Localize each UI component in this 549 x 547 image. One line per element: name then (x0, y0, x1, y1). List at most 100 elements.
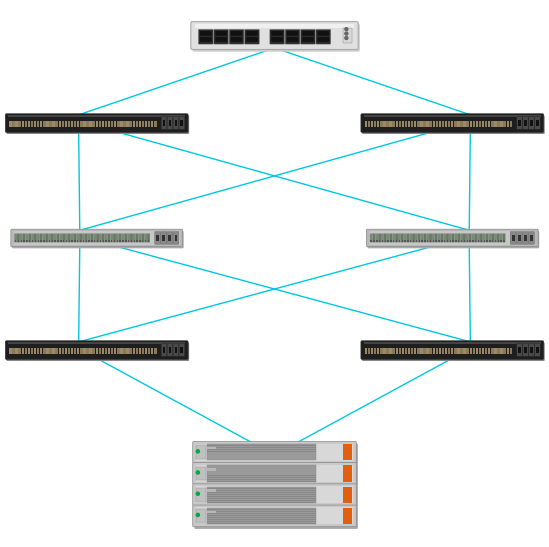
Bar (61, 121, 64, 127)
Bar (518, 347, 521, 353)
Bar (423, 348, 425, 354)
Bar (469, 121, 472, 127)
Bar (71, 121, 73, 127)
FancyBboxPatch shape (366, 229, 538, 247)
FancyBboxPatch shape (410, 234, 412, 242)
Bar (196, 465, 353, 482)
FancyBboxPatch shape (535, 117, 540, 129)
Bar (130, 348, 132, 354)
FancyBboxPatch shape (79, 234, 82, 242)
Bar (524, 235, 526, 241)
Bar (156, 235, 159, 241)
Bar (450, 240, 451, 242)
FancyBboxPatch shape (194, 465, 358, 486)
Bar (447, 240, 448, 242)
Bar (65, 348, 67, 354)
Bar (27, 121, 30, 127)
FancyBboxPatch shape (412, 234, 415, 242)
Bar (83, 348, 86, 354)
FancyBboxPatch shape (317, 31, 329, 36)
Bar (169, 235, 171, 241)
Bar (169, 347, 171, 353)
Bar (37, 348, 40, 354)
Bar (120, 121, 122, 127)
Bar (383, 121, 385, 127)
Bar (530, 347, 533, 353)
FancyBboxPatch shape (443, 234, 446, 242)
Bar (420, 348, 423, 354)
FancyBboxPatch shape (76, 234, 79, 242)
FancyBboxPatch shape (193, 463, 356, 484)
FancyBboxPatch shape (460, 234, 463, 242)
Bar (137, 240, 138, 242)
Bar (481, 240, 482, 242)
Bar (386, 121, 389, 127)
Bar (80, 240, 81, 242)
FancyBboxPatch shape (93, 234, 96, 242)
Bar (31, 348, 33, 354)
Bar (74, 348, 76, 354)
Bar (74, 240, 76, 242)
Bar (427, 121, 429, 127)
FancyBboxPatch shape (316, 30, 330, 44)
Bar (509, 348, 512, 354)
Bar (417, 348, 419, 354)
FancyBboxPatch shape (398, 234, 401, 242)
Bar (102, 121, 104, 127)
Bar (96, 348, 98, 354)
Bar (478, 240, 479, 242)
Bar (485, 348, 488, 354)
FancyBboxPatch shape (88, 234, 91, 242)
Bar (131, 240, 132, 242)
FancyBboxPatch shape (40, 234, 42, 242)
Bar (207, 481, 316, 482)
Bar (52, 121, 55, 127)
Bar (393, 348, 395, 354)
Bar (427, 348, 429, 354)
Bar (207, 477, 316, 478)
FancyBboxPatch shape (246, 37, 257, 42)
FancyBboxPatch shape (65, 234, 68, 242)
Bar (99, 348, 101, 354)
Bar (86, 348, 89, 354)
Bar (196, 509, 206, 523)
Bar (343, 444, 352, 461)
Bar (116, 240, 118, 242)
Bar (411, 348, 413, 354)
Bar (393, 121, 395, 127)
Bar (371, 121, 373, 127)
FancyBboxPatch shape (480, 234, 483, 242)
FancyBboxPatch shape (82, 234, 85, 242)
Bar (500, 121, 503, 127)
FancyBboxPatch shape (381, 234, 384, 242)
FancyBboxPatch shape (486, 234, 489, 242)
Bar (399, 240, 400, 242)
Bar (43, 348, 46, 354)
Bar (383, 348, 385, 354)
Circle shape (197, 492, 199, 495)
Bar (46, 121, 49, 127)
Bar (463, 121, 466, 127)
Bar (473, 348, 475, 354)
FancyBboxPatch shape (423, 234, 426, 242)
Bar (491, 121, 494, 127)
Bar (196, 445, 206, 459)
Bar (15, 121, 18, 127)
FancyBboxPatch shape (142, 234, 144, 242)
Bar (377, 121, 379, 127)
Bar (96, 121, 98, 127)
Bar (380, 348, 383, 354)
Bar (207, 511, 316, 512)
Bar (80, 348, 82, 354)
Bar (457, 348, 460, 354)
Bar (503, 348, 506, 354)
Bar (485, 121, 488, 127)
FancyBboxPatch shape (395, 234, 398, 242)
Bar (29, 240, 30, 242)
Bar (21, 121, 24, 127)
Bar (25, 121, 27, 127)
Bar (494, 121, 497, 127)
Bar (457, 121, 460, 127)
Bar (142, 121, 144, 127)
Bar (476, 348, 478, 354)
